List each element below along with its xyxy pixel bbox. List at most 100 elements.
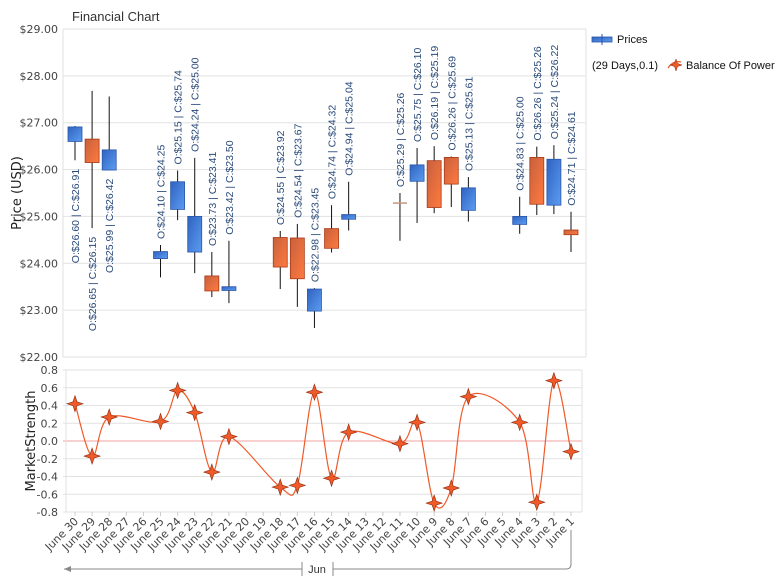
legend: Prices (29 Days,0.1) Balance Of Power <box>591 34 775 72</box>
candle-body <box>204 275 220 292</box>
candle-body <box>272 237 288 268</box>
balance-of-power-point <box>510 413 529 432</box>
candle-data-label: O:$22.98 | C:$23.45 <box>309 188 321 283</box>
price-tick-label: $22.00 <box>20 351 59 364</box>
balance-of-power-point <box>288 476 307 495</box>
legend-bop-label: Balance Of Power <box>686 60 775 72</box>
candle: O:$25.75 | C:$26.10 <box>409 47 425 223</box>
price-tick-label: $26.00 <box>20 164 59 177</box>
chart-title: Financial Chart <box>72 9 160 24</box>
candle: O:$25.24 | C:$26.22 <box>546 45 562 215</box>
candle-body <box>153 251 168 259</box>
candle-data-label: O:$23.42 | C:$23.50 <box>224 140 236 235</box>
balance-of-power-point <box>425 494 444 513</box>
candle-data-label: O:$24.94 | C:$25.04 <box>344 81 356 176</box>
price-tick-label: $28.00 <box>20 70 59 83</box>
candle-data-label: O:$25.13 | C:$25.61 <box>463 77 475 172</box>
legend-prices-label: Prices <box>617 34 648 46</box>
date-group-indicator: Jun <box>64 530 572 576</box>
strength-tick-label: -0.8 <box>37 506 58 519</box>
candle: O:$25.99 | C:$26.42 <box>101 96 117 274</box>
balance-of-power-point <box>168 381 187 400</box>
candle: O:$24.74 | C:$24.32 <box>324 105 339 253</box>
balance-of-power-point <box>271 478 290 497</box>
candle: O:$22.98 | C:$23.45 <box>307 188 322 328</box>
balance-of-power-point <box>339 423 358 442</box>
candle-body <box>187 216 203 253</box>
price-tick-label: $27.00 <box>20 117 59 130</box>
balance-of-power-point <box>391 434 409 453</box>
candle-data-label: O:$25.15 | C:$25.74 <box>173 70 185 165</box>
candle-body <box>409 164 425 182</box>
balance-of-power-point <box>219 427 238 446</box>
strength-tick-label: -0.2 <box>37 453 58 466</box>
candle-data-label: O:$24.24 | C:$25.00 <box>190 57 202 152</box>
candle: O:$24.24 | C:$25.00 <box>187 57 203 274</box>
balance-of-power-point <box>100 408 119 426</box>
candle: O:$25.13 | C:$25.61 <box>460 77 476 222</box>
candle-body <box>221 286 237 291</box>
candle-data-label: O:$26.26 | C:$25.69 <box>446 56 458 151</box>
balance-of-power-point <box>562 442 580 461</box>
candle-data-label: O:$24.71 | C:$24.61 <box>566 111 578 206</box>
balance-of-power-point <box>544 371 563 390</box>
candle: O:$24.83 | C:$25.00 <box>512 96 528 234</box>
candle-data-label: O:$24.54 | C:$23.67 <box>292 123 304 218</box>
candle: O:$24.10 | C:$24.25 <box>153 144 168 278</box>
candle-body <box>529 156 545 205</box>
candle-data-label: O:$25.29 | C:$25.26 <box>395 92 407 187</box>
strength-axis-title: MarketStrength <box>24 391 39 492</box>
balance-of-power-point <box>151 412 170 431</box>
balance-of-power-point <box>185 403 204 422</box>
candle-data-label: O:$25.99 | C:$26.42 <box>104 179 116 274</box>
candle: O:$23.73 | C:$23.41 <box>204 152 220 298</box>
strength-tick-label: -0.4 <box>37 471 58 484</box>
candle: O:$24.54 | C:$23.67 <box>289 123 305 307</box>
balance-of-power-point <box>83 447 102 466</box>
balance-of-power-point <box>305 383 324 402</box>
legend-bop-params: (29 Days,0.1) <box>592 60 658 72</box>
candle: O:$26.19 | C:$25.19 <box>426 46 442 214</box>
candle-data-label: O:$26.19 | C:$25.19 <box>429 46 441 141</box>
candle: O:$26.26 | C:$25.26 <box>529 46 545 216</box>
candle-data-label: O:$25.75 | C:$26.10 <box>412 47 424 142</box>
candle-data-label: O:$24.83 | C:$25.00 <box>515 96 527 191</box>
strength-tick-label: 0.2 <box>41 417 59 430</box>
balance-of-power-point <box>442 479 461 497</box>
candle: O:$24.94 | C:$25.04 <box>341 81 357 231</box>
candle-body <box>460 187 476 211</box>
month-label: Jun <box>308 564 326 576</box>
candle: O:$25.15 | C:$25.74 <box>170 70 186 221</box>
candle-data-label: O:$23.73 | C:$23.41 <box>207 152 219 247</box>
candle: O:$24.55 | C:$23.92 <box>272 130 288 290</box>
candle-data-label: O:$25.24 | C:$26.22 <box>549 45 561 140</box>
price-tick-label: $29.00 <box>20 23 59 36</box>
strength-tick-label: 0.6 <box>41 382 59 395</box>
candle-body <box>67 126 83 142</box>
price-tick-label: $24.00 <box>20 257 59 270</box>
balance-of-power-point <box>527 493 546 512</box>
candle-body <box>170 181 186 210</box>
candle-body <box>426 160 442 208</box>
price-tick-label: $23.00 <box>20 304 59 317</box>
strength-tick-label: 0.0 <box>41 435 59 448</box>
strength-tick-label: -0.6 <box>37 488 58 501</box>
balance-of-power-line <box>74 379 572 509</box>
candle: O:$26.60 | C:$26.91 <box>67 125 83 264</box>
candle: O:$23.42 | C:$23.50 <box>221 140 237 304</box>
price-tick-label: $25.00 <box>20 210 59 223</box>
balance-of-power-point <box>459 387 478 406</box>
candle-data-label: O:$24.10 | C:$24.25 <box>156 144 168 239</box>
price-axis-title: Price (USD) <box>10 156 25 230</box>
candle-data-label: O:$26.26 | C:$25.26 <box>532 46 544 141</box>
candle-body <box>324 228 339 249</box>
candle: O:$26.65 | C:$26.15 <box>84 90 100 331</box>
candle-body <box>101 149 117 171</box>
candle-data-label: O:$24.55 | C:$23.92 <box>275 130 287 225</box>
candle-body <box>443 156 459 185</box>
candle-body <box>392 202 407 204</box>
legend-star-icon <box>667 58 683 72</box>
candle-data-label: O:$26.60 | C:$26.91 <box>70 169 82 264</box>
candle-body <box>307 288 322 312</box>
